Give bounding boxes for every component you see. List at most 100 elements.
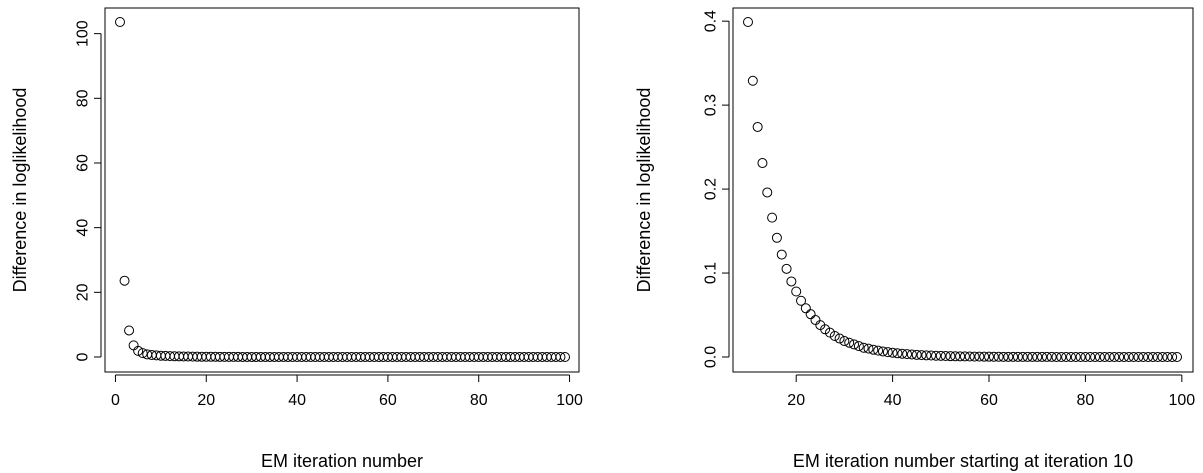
data-point [998,351,1009,362]
y-tick-label: 40 [75,219,92,237]
data-point [796,295,807,306]
data-point [993,351,1004,362]
data-point [984,351,995,362]
data-point [959,351,970,362]
data-point [877,346,888,357]
left-x-axis-title: EM iteration number [261,451,423,471]
right-plot-points [743,17,1182,362]
data-point [1070,352,1081,362]
data-point [1022,351,1033,362]
data-point [887,347,898,358]
data-point [555,352,566,362]
data-point [747,75,758,86]
data-point [781,263,792,274]
data-point [1157,352,1168,362]
data-point [1099,352,1110,362]
data-point [935,350,946,361]
data-point [921,350,932,361]
data-point [1094,352,1105,362]
right-plot-frame [732,7,1194,373]
data-point [762,187,773,198]
data-point [1008,351,1019,362]
x-tick-label: 20 [787,392,805,409]
data-point [1090,352,1101,362]
left-x-axis: 0 20 40 60 80 100 [111,374,583,409]
data-point [1152,352,1163,362]
left-y-axis-title: Difference in loglikelihood [10,88,30,293]
y-tick-label: 80 [75,89,92,107]
data-point [844,337,855,348]
data-point [974,351,985,362]
left-plot-points [115,17,570,362]
data-point [1128,352,1139,362]
data-point [1041,351,1052,362]
x-tick-label: 100 [556,392,583,409]
data-point [128,340,139,351]
data-point [1167,352,1178,362]
data-point [839,336,850,347]
y-tick-label: 60 [75,154,92,172]
data-point [810,315,821,326]
data-point [969,351,980,362]
data-point [1056,352,1067,362]
data-point [950,351,961,362]
data-point [1114,352,1125,362]
data-point [1138,352,1149,362]
right-scatter-plot: 20 40 60 80 100 0.0 0.1 0.2 0.3 0.4 EM iteration… [634,7,1195,471]
data-point [1032,351,1043,362]
data-point [1109,352,1120,362]
data-point [752,121,763,132]
data-point [1118,352,1129,362]
data-point [911,349,922,360]
data-point [873,345,884,356]
data-point [115,17,125,27]
left-scatter-plot: 0 20 40 60 80 100 0 20 40 60 80 100 EM iteration n… [10,7,583,471]
y-tick-label: 0.0 [703,346,720,368]
y-tick-label: 0.4 [703,10,720,32]
data-point [1003,351,1014,362]
data-point [853,341,864,352]
data-point [849,339,860,350]
data-point [945,351,956,362]
right-x-axis-title: EM iteration number starting at iteratio… [793,451,1133,471]
data-point [979,351,990,362]
data-point [940,350,951,361]
data-point [1080,352,1091,362]
data-point [916,350,927,361]
data-point [964,351,975,362]
data-point [1065,352,1076,362]
data-point [988,351,999,362]
data-point [955,351,966,362]
data-point [800,303,811,314]
data-point [882,347,893,358]
x-tick-label: 0 [111,392,120,409]
left-plot-frame [104,7,580,373]
data-point [124,325,135,336]
right-y-axis: 0.0 0.1 0.2 0.3 0.4 [703,10,730,368]
data-point [863,343,874,354]
data-point [1085,352,1096,362]
data-point [906,349,917,360]
data-point [560,352,570,362]
y-tick-label: 100 [75,20,92,47]
data-point [1027,351,1038,362]
data-point [892,348,903,359]
data-point [829,331,840,342]
data-point [834,333,845,344]
data-point [1075,352,1086,362]
y-tick-label: 0.3 [703,94,720,116]
data-point [1172,352,1182,362]
x-tick-label: 60 [379,392,397,409]
data-point [1051,352,1062,362]
data-point [897,348,908,359]
y-tick-label: 0.2 [703,178,720,200]
data-point [1133,352,1144,362]
data-point [868,344,879,355]
data-point [1104,352,1115,362]
data-point [1162,352,1173,362]
data-point [791,286,802,297]
data-point [771,232,782,243]
data-point [1143,352,1154,362]
data-point [767,212,778,223]
data-point [805,309,816,320]
